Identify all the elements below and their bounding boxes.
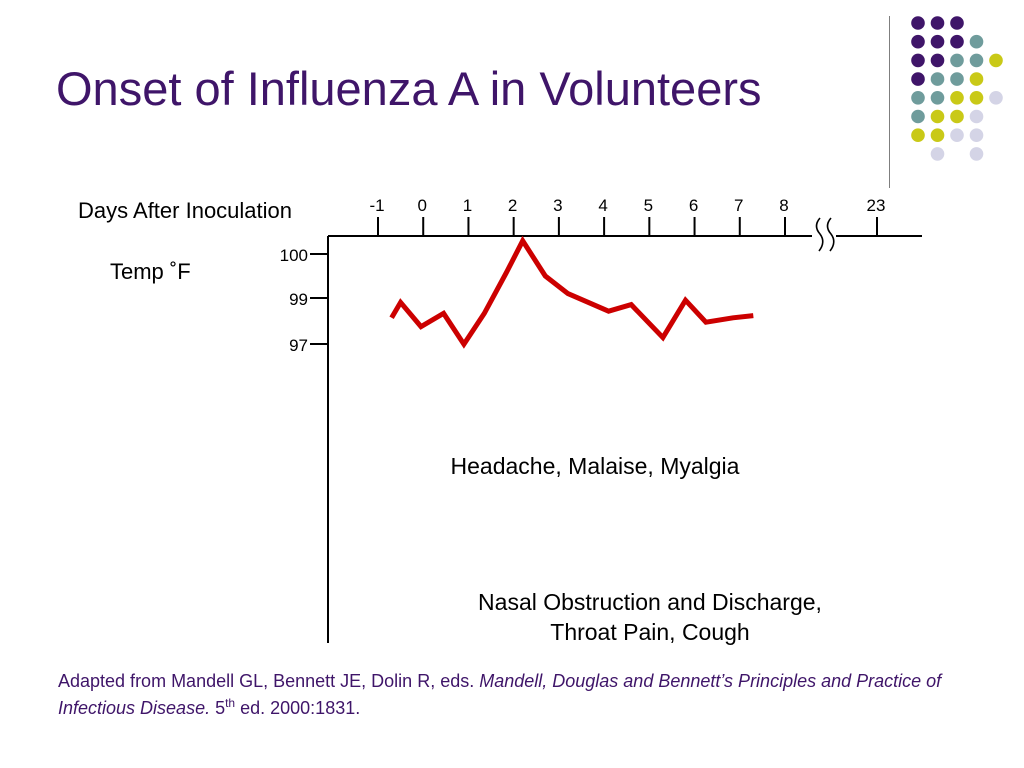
axis-break-mark-right <box>826 217 835 252</box>
x-tick-label: 7 <box>734 196 743 215</box>
citation-book-title: Mandell, Douglas and Bennett’s Principle… <box>58 671 942 718</box>
temperature-line <box>389 235 754 349</box>
x-tick-label: 4 <box>598 196 607 215</box>
x-tick-label: 23 <box>867 196 886 215</box>
slide-title: Onset of Influenza A in Volunteers <box>56 62 762 115</box>
x-tick-label: 1 <box>463 196 472 215</box>
x-tick-label: 0 <box>417 196 426 215</box>
x-tick-label: 2 <box>508 196 517 215</box>
title-divider <box>889 16 890 188</box>
x-tick-label: 3 <box>553 196 562 215</box>
citation-prefix: Adapted from Mandell GL, Bennett JE, Dol… <box>58 671 480 691</box>
y-axis-label: Temp ˚F <box>110 259 191 284</box>
source-citation: Adapted from Mandell GL, Bennett JE, Dol… <box>58 668 958 722</box>
symptom-note-nasal: Nasal Obstruction and Discharge, Throat … <box>420 587 880 647</box>
y-tick-label: 100 <box>280 246 308 265</box>
citation-edition: 5 <box>210 698 226 718</box>
axis-break-mark-left <box>815 217 824 252</box>
citation-edition-suffix: th <box>225 696 236 710</box>
x-axis-label: Days After Inoculation <box>78 198 293 223</box>
x-tick-label: -1 <box>369 196 384 215</box>
x-tick-label: 6 <box>689 196 698 215</box>
x-tick-label: 5 <box>644 196 653 215</box>
y-tick-label: 99 <box>289 290 308 309</box>
symptom-note-headache: Headache, Malaise, Myalgia <box>450 453 740 479</box>
x-tick-label: 8 <box>779 196 788 215</box>
y-tick-label: 97 <box>289 336 308 355</box>
symptom-note-nasal-line1: Nasal Obstruction and Discharge, <box>478 589 822 615</box>
symptom-note-nasal-line2: Throat Pain, Cough <box>550 619 750 645</box>
citation-suffix: ed. 2000:1831. <box>235 698 361 718</box>
